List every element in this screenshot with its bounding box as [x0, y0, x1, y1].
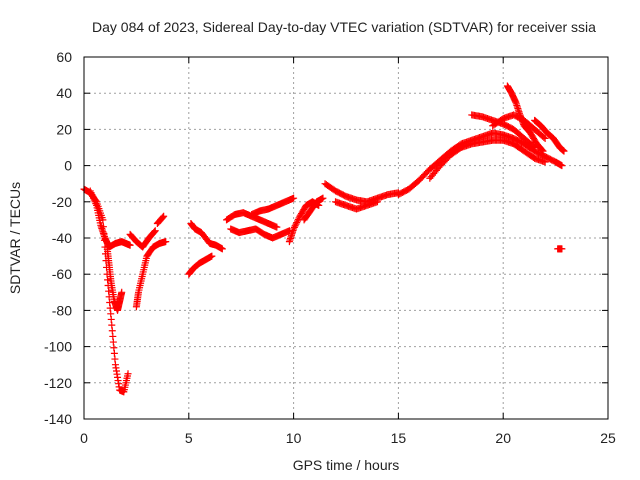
data-point [208, 252, 216, 260]
series-track-D [132, 238, 170, 311]
x-tick-label: 10 [286, 430, 302, 446]
data-points [80, 82, 568, 396]
series-track-V [554, 245, 566, 253]
y-tick-label: 40 [56, 85, 72, 101]
data-point [293, 219, 301, 227]
data-point [539, 147, 547, 155]
y-tick-label: -40 [52, 230, 72, 246]
data-point [541, 158, 549, 166]
data-point [273, 223, 281, 231]
y-tick-label: 0 [64, 158, 72, 174]
series-track-R [468, 111, 539, 151]
series-track-J [227, 225, 293, 242]
data-point [218, 245, 226, 253]
series-track-N [321, 180, 402, 206]
series-track-F [153, 212, 168, 228]
data-point [151, 227, 159, 235]
x-tick-labels: 0 5 10 15 20 25 [80, 430, 616, 446]
data-point [150, 228, 158, 236]
data-point [291, 222, 299, 230]
y-tick-label: -60 [52, 266, 72, 282]
series-track-B [86, 187, 134, 251]
series-track-I [223, 209, 281, 231]
series-track-E [126, 227, 159, 251]
data-point [558, 245, 566, 253]
data-point [159, 213, 167, 221]
x-tick-label: 15 [391, 430, 407, 446]
x-tick-label: 25 [600, 430, 616, 446]
series-track-Q [426, 136, 549, 182]
series-track-H [187, 220, 226, 253]
data-point [290, 194, 298, 202]
y-tick-label: -20 [52, 194, 72, 210]
data-point [290, 223, 298, 231]
series-track-T [503, 82, 547, 155]
data-point [558, 162, 566, 170]
x-tick-label: 20 [495, 430, 511, 446]
x-tick-label: 0 [80, 430, 88, 446]
data-point [160, 212, 168, 220]
axis-ticks [83, 56, 609, 420]
series-track-A [80, 185, 132, 396]
data-point [292, 220, 300, 228]
grid-lines [84, 57, 608, 419]
series-track-U [531, 116, 568, 155]
x-axis-label: GPS time / hours [293, 457, 400, 473]
data-point [118, 288, 126, 296]
data-point [295, 214, 303, 222]
series-track-K [248, 194, 298, 218]
series-track-M [300, 194, 327, 224]
data-point [290, 225, 298, 233]
data-point [319, 194, 327, 202]
data-point [541, 134, 549, 142]
y-tick-label: 60 [56, 49, 72, 65]
y-axis-label: SDTVAR / TECUs [7, 182, 23, 294]
data-point [538, 146, 546, 154]
series-track-P [394, 129, 566, 199]
data-point [540, 133, 548, 141]
chart-title: Day 084 of 2023, Sidereal Day-to-day VTE… [92, 19, 596, 35]
y-tick-label: -120 [44, 375, 72, 391]
y-tick-label: -80 [52, 302, 72, 318]
x-tick-label: 5 [185, 430, 193, 446]
y-tick-label: -100 [44, 339, 72, 355]
data-point [294, 217, 302, 225]
data-point [373, 198, 381, 206]
data-point [126, 241, 134, 249]
data-point [162, 238, 170, 246]
y-tick-label: -140 [44, 411, 72, 427]
series-track-G [185, 252, 216, 278]
y-tick-labels: -140 -120 -100 -80 -60 -40 -20 0 20 40 60 [44, 49, 72, 427]
data-point [124, 370, 132, 378]
series-track-O [332, 198, 381, 213]
y-tick-label: 20 [56, 121, 72, 137]
series-track-C [103, 243, 126, 314]
data-point [560, 147, 568, 155]
